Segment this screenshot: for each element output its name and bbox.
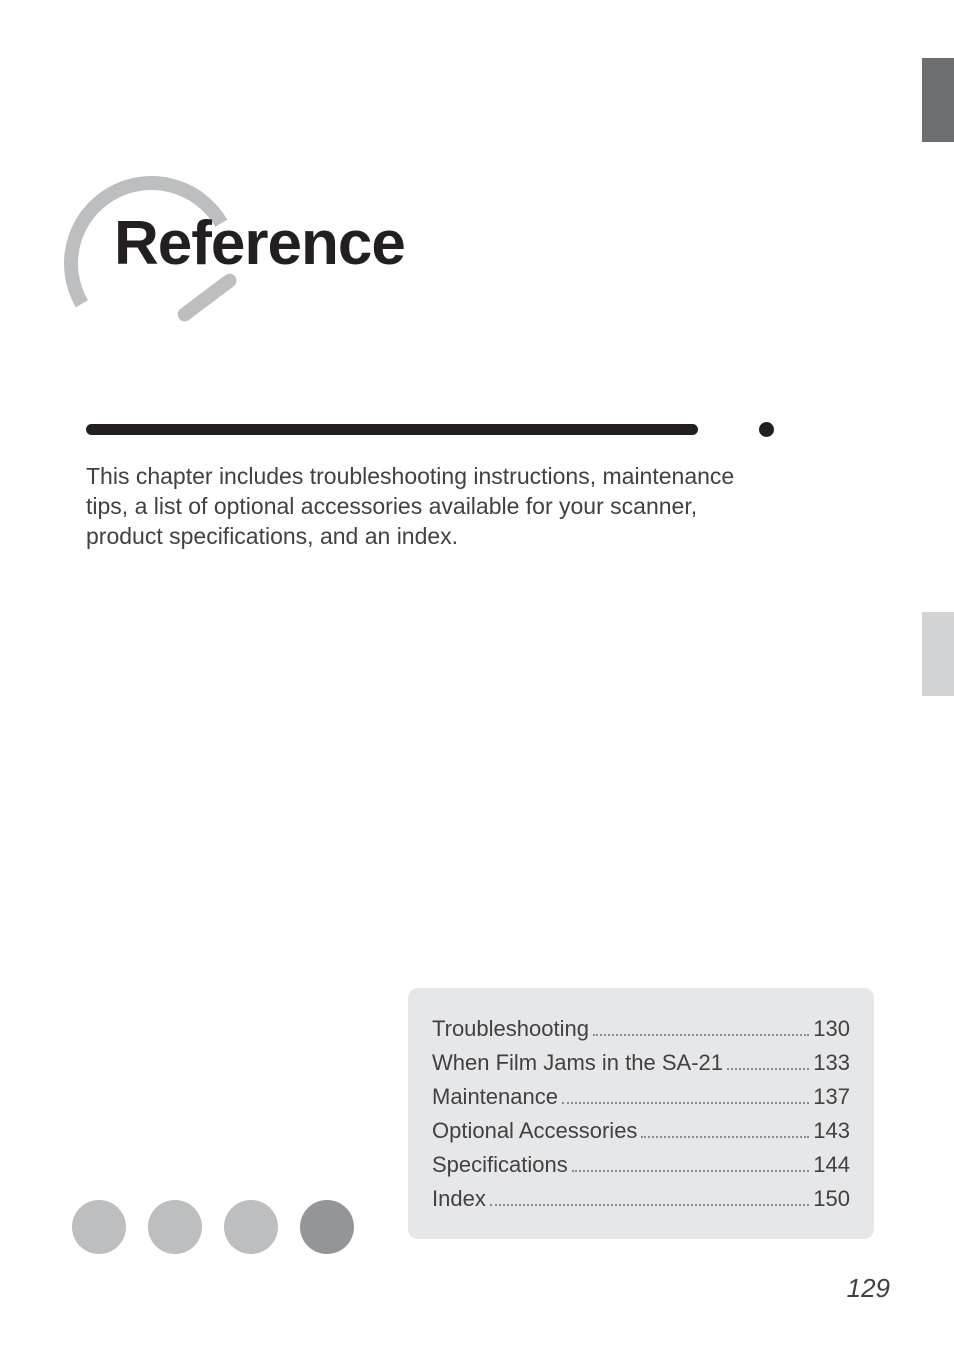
toc-row: Troubleshooting 130 xyxy=(432,1012,850,1046)
footer-dot-icon xyxy=(300,1200,354,1254)
toc-row: Maintenance 137 xyxy=(432,1080,850,1114)
toc-leader xyxy=(727,1048,809,1070)
toc-page: 144 xyxy=(813,1148,850,1182)
chapter-intro-text: This chapter includes troubleshooting in… xyxy=(86,462,764,552)
section-divider xyxy=(86,422,774,438)
page-number: 129 xyxy=(847,1273,890,1304)
toc-card: Troubleshooting 130 When Film Jams in th… xyxy=(408,988,874,1239)
toc-label: When Film Jams in the SA-21 xyxy=(432,1046,723,1080)
toc-row: When Film Jams in the SA-21 133 xyxy=(432,1046,850,1080)
footer-dot-icon xyxy=(148,1200,202,1254)
toc-leader xyxy=(572,1150,810,1172)
chapter-title: Reference xyxy=(114,208,405,279)
toc-page: 133 xyxy=(813,1046,850,1080)
divider-bar xyxy=(86,424,698,435)
toc-label: Maintenance xyxy=(432,1080,558,1114)
toc-row: Specifications 144 xyxy=(432,1148,850,1182)
toc-label: Optional Accessories xyxy=(432,1114,637,1148)
toc-row: Optional Accessories 143 xyxy=(432,1114,850,1148)
footer-dots xyxy=(72,1200,354,1254)
toc-page: 143 xyxy=(813,1114,850,1148)
chapter-heading: Reference xyxy=(86,190,506,350)
side-tab-top xyxy=(922,58,954,142)
toc-page: 130 xyxy=(813,1012,850,1046)
toc-page: 150 xyxy=(813,1182,850,1216)
footer-dot-icon xyxy=(224,1200,278,1254)
side-tab-mid xyxy=(922,612,954,696)
toc-leader xyxy=(593,1014,809,1036)
toc-leader xyxy=(562,1082,809,1104)
divider-dot-icon xyxy=(759,422,774,437)
toc-label: Specifications xyxy=(432,1148,568,1182)
toc-leader xyxy=(490,1184,809,1206)
toc-row: Index 150 xyxy=(432,1182,850,1216)
toc-page: 137 xyxy=(813,1080,850,1114)
toc-leader xyxy=(641,1116,809,1138)
footer-dot-icon xyxy=(72,1200,126,1254)
toc-label: Index xyxy=(432,1182,486,1216)
toc-label: Troubleshooting xyxy=(432,1012,589,1046)
